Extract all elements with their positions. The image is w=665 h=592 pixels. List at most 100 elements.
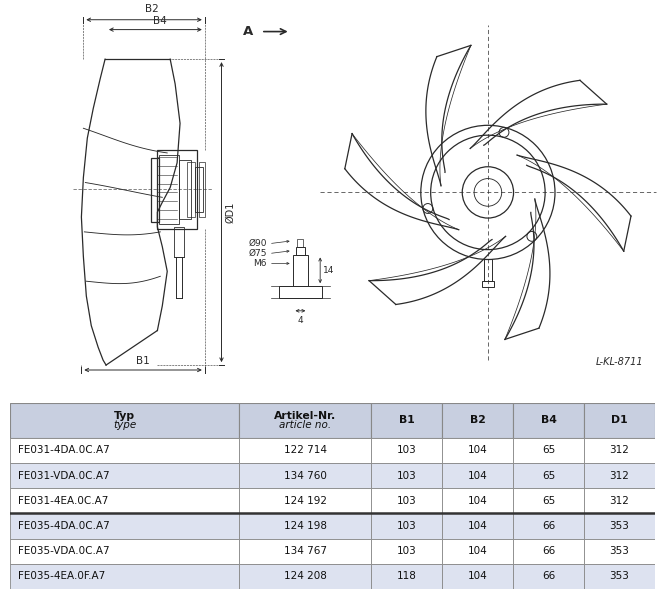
FancyBboxPatch shape [239,513,371,539]
Text: 65: 65 [542,471,555,481]
FancyBboxPatch shape [10,564,239,589]
FancyBboxPatch shape [584,438,655,463]
FancyBboxPatch shape [239,488,371,513]
Bar [195,167,203,212]
FancyBboxPatch shape [239,463,371,488]
FancyBboxPatch shape [371,403,442,438]
Text: 104: 104 [467,521,487,531]
FancyBboxPatch shape [371,539,442,564]
Bar [279,286,322,298]
FancyBboxPatch shape [10,488,239,513]
FancyBboxPatch shape [371,564,442,589]
Bar [295,247,305,255]
Bar [297,239,303,247]
FancyBboxPatch shape [442,463,513,488]
FancyBboxPatch shape [513,488,584,513]
FancyBboxPatch shape [513,513,584,539]
FancyBboxPatch shape [10,539,239,564]
FancyBboxPatch shape [442,488,513,513]
FancyBboxPatch shape [239,438,371,463]
Text: Ø75: Ø75 [249,249,267,258]
Text: 66: 66 [542,521,555,531]
FancyBboxPatch shape [442,513,513,539]
Text: 134 760: 134 760 [284,471,327,481]
Text: 4: 4 [298,316,303,325]
FancyBboxPatch shape [442,564,513,589]
Text: 124 208: 124 208 [284,571,327,581]
FancyBboxPatch shape [513,463,584,488]
Text: M6: M6 [253,259,267,268]
Text: 103: 103 [397,496,416,506]
Text: 312: 312 [610,496,630,506]
FancyBboxPatch shape [513,564,584,589]
Text: 66: 66 [542,571,555,581]
FancyBboxPatch shape [584,539,655,564]
Text: FE035-VDA.0C.A7: FE035-VDA.0C.A7 [18,546,109,556]
Text: 124 192: 124 192 [283,496,327,506]
Text: Ø90: Ø90 [249,239,267,248]
FancyBboxPatch shape [10,463,239,488]
FancyBboxPatch shape [371,438,442,463]
Bar [152,158,160,222]
Text: 353: 353 [610,521,630,531]
Text: B2: B2 [469,415,485,425]
FancyBboxPatch shape [584,513,655,539]
FancyBboxPatch shape [371,463,442,488]
Text: Typ: Typ [114,411,135,420]
Text: 118: 118 [397,571,416,581]
FancyBboxPatch shape [513,438,584,463]
Text: 353: 353 [610,571,630,581]
FancyBboxPatch shape [239,539,371,564]
Text: 14: 14 [323,266,334,275]
Text: B4: B4 [541,415,557,425]
Bar [484,259,492,281]
FancyBboxPatch shape [442,539,513,564]
Bar [293,255,309,286]
Text: 103: 103 [397,445,416,455]
Text: 103: 103 [397,471,416,481]
Text: type: type [113,420,136,430]
Text: 134 767: 134 767 [283,546,327,556]
Text: B4: B4 [154,15,167,25]
Text: FE031-4EA.0C.A7: FE031-4EA.0C.A7 [18,496,108,506]
FancyBboxPatch shape [442,403,513,438]
Bar [174,227,184,256]
FancyBboxPatch shape [513,403,584,438]
Text: 104: 104 [467,496,487,506]
Text: A: A [243,25,253,38]
Text: 124 198: 124 198 [283,521,327,531]
FancyBboxPatch shape [371,513,442,539]
Text: FE035-4DA.0C.A7: FE035-4DA.0C.A7 [18,521,110,531]
Text: FE035-4EA.0F.A7: FE035-4EA.0F.A7 [18,571,105,581]
Text: D1: D1 [611,415,628,425]
Bar [187,162,195,217]
Text: 104: 104 [467,471,487,481]
Text: 66: 66 [542,546,555,556]
Bar [179,160,191,219]
Text: 104: 104 [467,546,487,556]
Text: article no.: article no. [279,420,331,430]
FancyBboxPatch shape [584,463,655,488]
Text: B2: B2 [145,4,159,14]
Bar [199,162,205,217]
Text: L-KL-8711: L-KL-8711 [596,357,644,367]
FancyBboxPatch shape [10,438,239,463]
Text: 312: 312 [610,471,630,481]
FancyBboxPatch shape [513,539,584,564]
Text: 103: 103 [397,521,416,531]
Text: 122 714: 122 714 [283,445,327,455]
FancyBboxPatch shape [10,513,239,539]
Text: 103: 103 [397,546,416,556]
FancyBboxPatch shape [10,403,239,438]
Text: 65: 65 [542,445,555,455]
Text: 104: 104 [467,445,487,455]
Text: B1: B1 [136,356,150,366]
FancyBboxPatch shape [584,564,655,589]
Text: 312: 312 [610,445,630,455]
Bar [160,155,179,224]
FancyBboxPatch shape [442,438,513,463]
Text: Artikel-Nr.: Artikel-Nr. [274,411,336,420]
Text: 104: 104 [467,571,487,581]
FancyBboxPatch shape [239,564,371,589]
Bar [482,281,494,287]
